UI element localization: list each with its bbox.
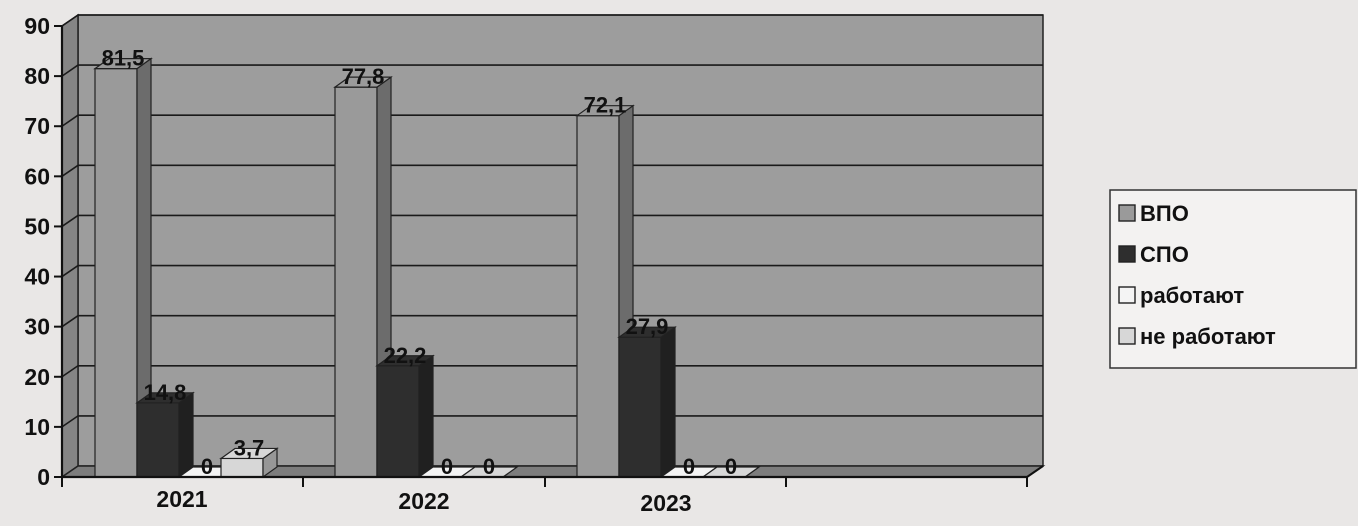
data-label: 14,8 bbox=[144, 380, 187, 405]
bar bbox=[93, 57, 153, 479]
bar-top bbox=[93, 57, 153, 70]
data-label: 22,2 bbox=[384, 343, 427, 368]
y-tick-label: 30 bbox=[24, 314, 50, 340]
bar-top bbox=[375, 355, 435, 367]
y-tick-label: 40 bbox=[24, 264, 50, 290]
bar bbox=[375, 354, 435, 479]
gridline bbox=[61, 314, 1043, 328]
data-label: 77,8 bbox=[342, 64, 385, 89]
y-tick-label: 90 bbox=[24, 13, 50, 39]
legend-label: СПО bbox=[1140, 242, 1189, 267]
gridline bbox=[61, 14, 1043, 27]
legend-label: работают bbox=[1140, 283, 1244, 308]
data-label: 0 bbox=[201, 454, 213, 479]
legend-box bbox=[1109, 189, 1357, 369]
bar bbox=[617, 326, 677, 479]
data-label: 27,9 bbox=[626, 314, 669, 339]
bar-front bbox=[220, 457, 264, 478]
legend-swatch bbox=[1118, 245, 1136, 263]
bar-top bbox=[333, 76, 393, 88]
y-tick-label: 60 bbox=[24, 163, 50, 189]
legend-swatch bbox=[1118, 204, 1136, 222]
legend-label: ВПО bbox=[1140, 201, 1189, 226]
bars bbox=[93, 57, 761, 479]
bar bbox=[135, 391, 195, 479]
gridline bbox=[61, 364, 1043, 378]
gridline bbox=[61, 214, 1043, 228]
data-label: 0 bbox=[725, 454, 737, 479]
y-tick-label: 70 bbox=[24, 113, 50, 139]
bar bbox=[219, 447, 279, 479]
bar-front bbox=[334, 86, 378, 478]
bar-front bbox=[576, 115, 620, 478]
legend-swatch bbox=[1118, 327, 1136, 345]
y-tick-label: 0 bbox=[37, 464, 50, 490]
x-tick-label: 2023 bbox=[640, 490, 691, 516]
gridline bbox=[61, 264, 1043, 278]
bar-top bbox=[135, 392, 195, 404]
data-label: 72,1 bbox=[584, 93, 627, 118]
x-axis-end bbox=[1026, 465, 1044, 478]
y-tick-label: 10 bbox=[24, 414, 50, 440]
bar-top bbox=[617, 326, 677, 338]
y-tick-label: 20 bbox=[24, 364, 50, 390]
x-tick-label: 2022 bbox=[398, 488, 449, 514]
bar-side bbox=[660, 326, 676, 479]
data-label: 0 bbox=[483, 454, 495, 479]
y-tick-label: 80 bbox=[24, 63, 50, 89]
y-tick-label: 50 bbox=[24, 213, 50, 239]
data-label: 3,7 bbox=[234, 435, 265, 460]
bar-top bbox=[575, 105, 635, 117]
gridline bbox=[61, 415, 1043, 428]
data-label: 0 bbox=[441, 454, 453, 479]
back-wall bbox=[77, 14, 1044, 467]
data-label: 0 bbox=[683, 454, 695, 479]
legend-swatch bbox=[1118, 286, 1136, 304]
data-labels: 81,5 14,8 0 3,7 77,8 22,2 0 0 72,1 27,9 0 0 bbox=[102, 46, 738, 479]
bar-front bbox=[136, 402, 180, 478]
gridline bbox=[61, 164, 1043, 177]
side-wall bbox=[61, 13, 79, 479]
gridline bbox=[61, 64, 1043, 77]
bar-front bbox=[376, 365, 420, 478]
x-tick-label: 2021 bbox=[156, 486, 207, 512]
bar-side bbox=[418, 354, 434, 479]
bar bbox=[333, 75, 393, 479]
bar-side bbox=[178, 391, 194, 479]
axes: 0 10 20 30 40 50 60 70 80 90 2021 2022 2023 bbox=[24, 13, 1044, 516]
plot-area bbox=[59, 13, 1046, 479]
data-label: 81,5 bbox=[102, 46, 145, 71]
gridline bbox=[61, 114, 1043, 127]
bar-front bbox=[94, 67, 138, 478]
bar-front bbox=[618, 336, 662, 478]
legend: ВПО СПО работают не работают bbox=[1109, 189, 1357, 369]
legend-label: не работают bbox=[1140, 324, 1276, 349]
bar-top bbox=[219, 447, 279, 460]
